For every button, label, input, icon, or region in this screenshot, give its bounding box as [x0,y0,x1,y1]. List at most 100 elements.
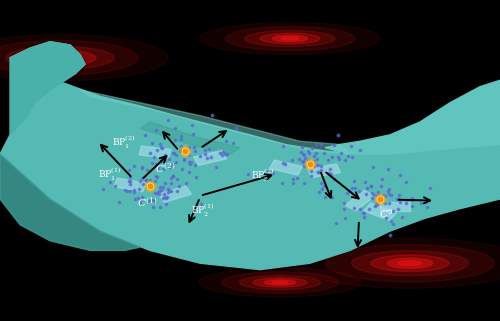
Point [423,205,431,210]
Point [300,180,308,186]
Point [154,165,162,170]
Ellipse shape [0,40,138,75]
Point [373,201,381,206]
Point [328,194,336,199]
Text: $\mathrm{BP}_1^{(1)}$: $\mathrm{BP}_1^{(1)}$ [98,166,122,184]
Point [178,166,186,171]
Point [130,163,138,168]
Point [167,175,175,180]
Point [360,210,368,215]
Point [159,195,167,200]
Text: $\mathrm{BP}_2^{(1)}$: $\mathrm{BP}_2^{(1)}$ [191,202,214,219]
Point [304,148,312,153]
Bar [308,164,340,178]
Point [130,189,138,195]
Point [337,151,345,156]
Point [158,145,166,151]
Point [314,163,322,168]
Point [318,168,326,173]
Point [374,189,382,195]
Point [408,203,416,208]
Point [362,180,370,185]
Point [155,189,163,194]
Point [264,174,272,179]
Ellipse shape [0,35,168,81]
Point [146,184,154,189]
Point [154,174,162,179]
Point [151,178,159,183]
Point [312,142,320,147]
Point [354,188,362,194]
Point [318,186,326,191]
Point [106,179,114,184]
Bar [194,151,226,165]
Point [204,146,212,151]
Point [378,177,386,182]
Text: $\mathrm{BP}_1^{(2)}$: $\mathrm{BP}_1^{(2)}$ [112,134,136,151]
Point [188,122,196,127]
Point [149,205,157,210]
Polygon shape [0,154,140,250]
Point [384,188,392,194]
Point [181,148,189,153]
Ellipse shape [199,268,361,297]
Point [148,160,156,166]
Point [188,131,196,136]
Point [146,150,154,155]
Point [126,175,134,180]
Point [325,171,333,176]
Point [340,215,348,221]
Point [146,178,154,183]
Point [160,166,168,171]
Point [167,188,175,194]
Point [163,195,171,200]
Point [212,164,220,169]
Point [244,172,252,177]
Text: $C^{(2)}$: $C^{(2)}$ [155,162,175,175]
Point [330,177,338,182]
Point [408,197,416,202]
Point [171,137,179,142]
Bar [139,146,171,158]
Point [330,143,338,148]
Ellipse shape [245,30,335,47]
Point [169,173,177,178]
Ellipse shape [6,46,114,69]
Point [342,158,349,163]
Point [182,181,190,186]
Point [156,144,164,149]
Point [168,173,176,178]
Point [313,156,321,161]
Point [380,200,388,205]
Point [264,168,272,173]
Point [218,153,226,158]
Point [386,233,394,238]
Point [188,159,196,164]
Point [162,159,170,164]
Point [344,154,352,159]
Point [380,194,388,199]
Point [369,165,377,170]
Point [204,155,212,160]
Point [114,199,122,204]
Ellipse shape [24,50,96,65]
Point [191,149,199,154]
Point [150,155,158,160]
Ellipse shape [264,280,296,285]
Point [370,192,378,197]
Point [328,154,336,159]
Point [316,164,324,169]
Point [198,201,205,206]
Point [402,200,409,205]
Point [384,167,392,172]
Point [351,185,359,190]
Point [317,180,325,186]
Point [184,145,192,151]
Point [300,158,308,163]
Point [363,186,371,191]
Point [126,182,134,187]
Ellipse shape [225,26,355,51]
Point [269,170,277,175]
Point [177,134,185,139]
Point [288,176,296,181]
